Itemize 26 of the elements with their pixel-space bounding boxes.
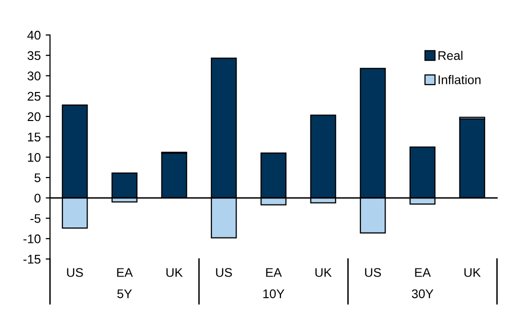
y-tick-label: 5	[34, 173, 40, 182]
x-tick-label: UK	[315, 268, 332, 277]
y-tick-label: 40	[27, 30, 40, 40]
x-tick-label: EA	[117, 268, 133, 277]
text: 5Y	[117, 289, 132, 298]
x-tick-label: EA	[415, 268, 431, 277]
y-tick-label: -15	[23, 254, 40, 264]
x-tick-label: UK	[166, 268, 183, 277]
x-tick-label: US	[365, 268, 381, 277]
y-tick-label: -10	[23, 234, 40, 244]
x-tick-label: US	[216, 268, 232, 277]
legend-label: Real	[438, 50, 462, 60]
y-tick-label: 10	[28, 152, 40, 162]
text: 10Y	[263, 289, 284, 298]
x-tick-label: US	[67, 268, 83, 277]
y-tick-label: 25	[28, 92, 40, 101]
text: 30Y	[412, 289, 434, 298]
y-tick-label: 20	[28, 112, 40, 122]
y-tick-label: 15	[28, 132, 40, 142]
y-tick-label: 30	[28, 72, 40, 80]
y-tick-label: -5	[30, 214, 40, 223]
legend-label: Inflation	[438, 75, 480, 84]
x-tick-label: EA	[266, 268, 282, 277]
x-tick-label: UK	[464, 268, 481, 277]
y-tick-label: 0	[34, 194, 40, 203]
y-tick-label: 35	[28, 51, 40, 60]
